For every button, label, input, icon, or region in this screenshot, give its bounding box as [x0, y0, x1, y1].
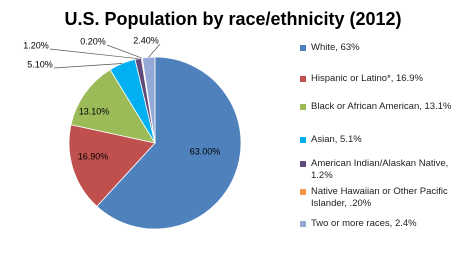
legend-item: Black or African American, 13.1%	[300, 101, 460, 113]
legend-swatch	[300, 104, 306, 110]
pie-slice	[96, 56, 242, 230]
legend-label: White, 63%	[311, 42, 360, 53]
legend-label: Two or more races, 2.4%	[311, 218, 417, 229]
pie-slice	[70, 69, 156, 144]
data-label: 16.90%	[78, 151, 109, 161]
leader-line	[106, 44, 142, 59]
data-label: 1.20%	[23, 40, 49, 50]
legend-item: Two or more races, 2.4%	[300, 218, 460, 230]
pie-slice	[68, 124, 156, 207]
leader-line	[53, 63, 123, 69]
leader-line	[148, 43, 161, 58]
leader-line	[49, 48, 139, 60]
legend-swatch	[300, 221, 306, 227]
legend-label: Asian, 5.1%	[311, 134, 362, 145]
legend-item: Asian, 5.1%	[300, 134, 460, 146]
chart-title: U.S. Population by race/ethnicity (2012)	[64, 9, 401, 29]
data-label: 63.00%	[190, 146, 221, 156]
legend-label: Black or African American, 13.1%	[311, 101, 452, 112]
legend-label: Hispanic or Latino*, 16.9%	[311, 73, 423, 84]
data-label: 5.10%	[27, 59, 53, 69]
legend-item: Hispanic or Latino*, 16.9%	[300, 73, 460, 85]
legend-swatch	[300, 45, 306, 51]
data-label: 13.10%	[79, 106, 110, 116]
legend-swatch	[300, 161, 306, 167]
data-label: 2.40%	[133, 35, 159, 45]
legend-swatch	[300, 76, 306, 82]
legend-label: Native Hawaiian or Other Pacific Islande…	[311, 186, 448, 209]
legend-item: American Indian/Alaskan Native, 1.2%	[300, 158, 460, 182]
legend-item: White, 63%	[300, 42, 460, 54]
legend-item: Native Hawaiian or Other Pacific Islande…	[300, 186, 460, 210]
legend-swatch	[300, 137, 306, 143]
data-label: 0.20%	[80, 36, 106, 46]
legend-swatch	[300, 189, 306, 195]
legend-label: American Indian/Alaskan Native, 1.2%	[311, 158, 449, 181]
